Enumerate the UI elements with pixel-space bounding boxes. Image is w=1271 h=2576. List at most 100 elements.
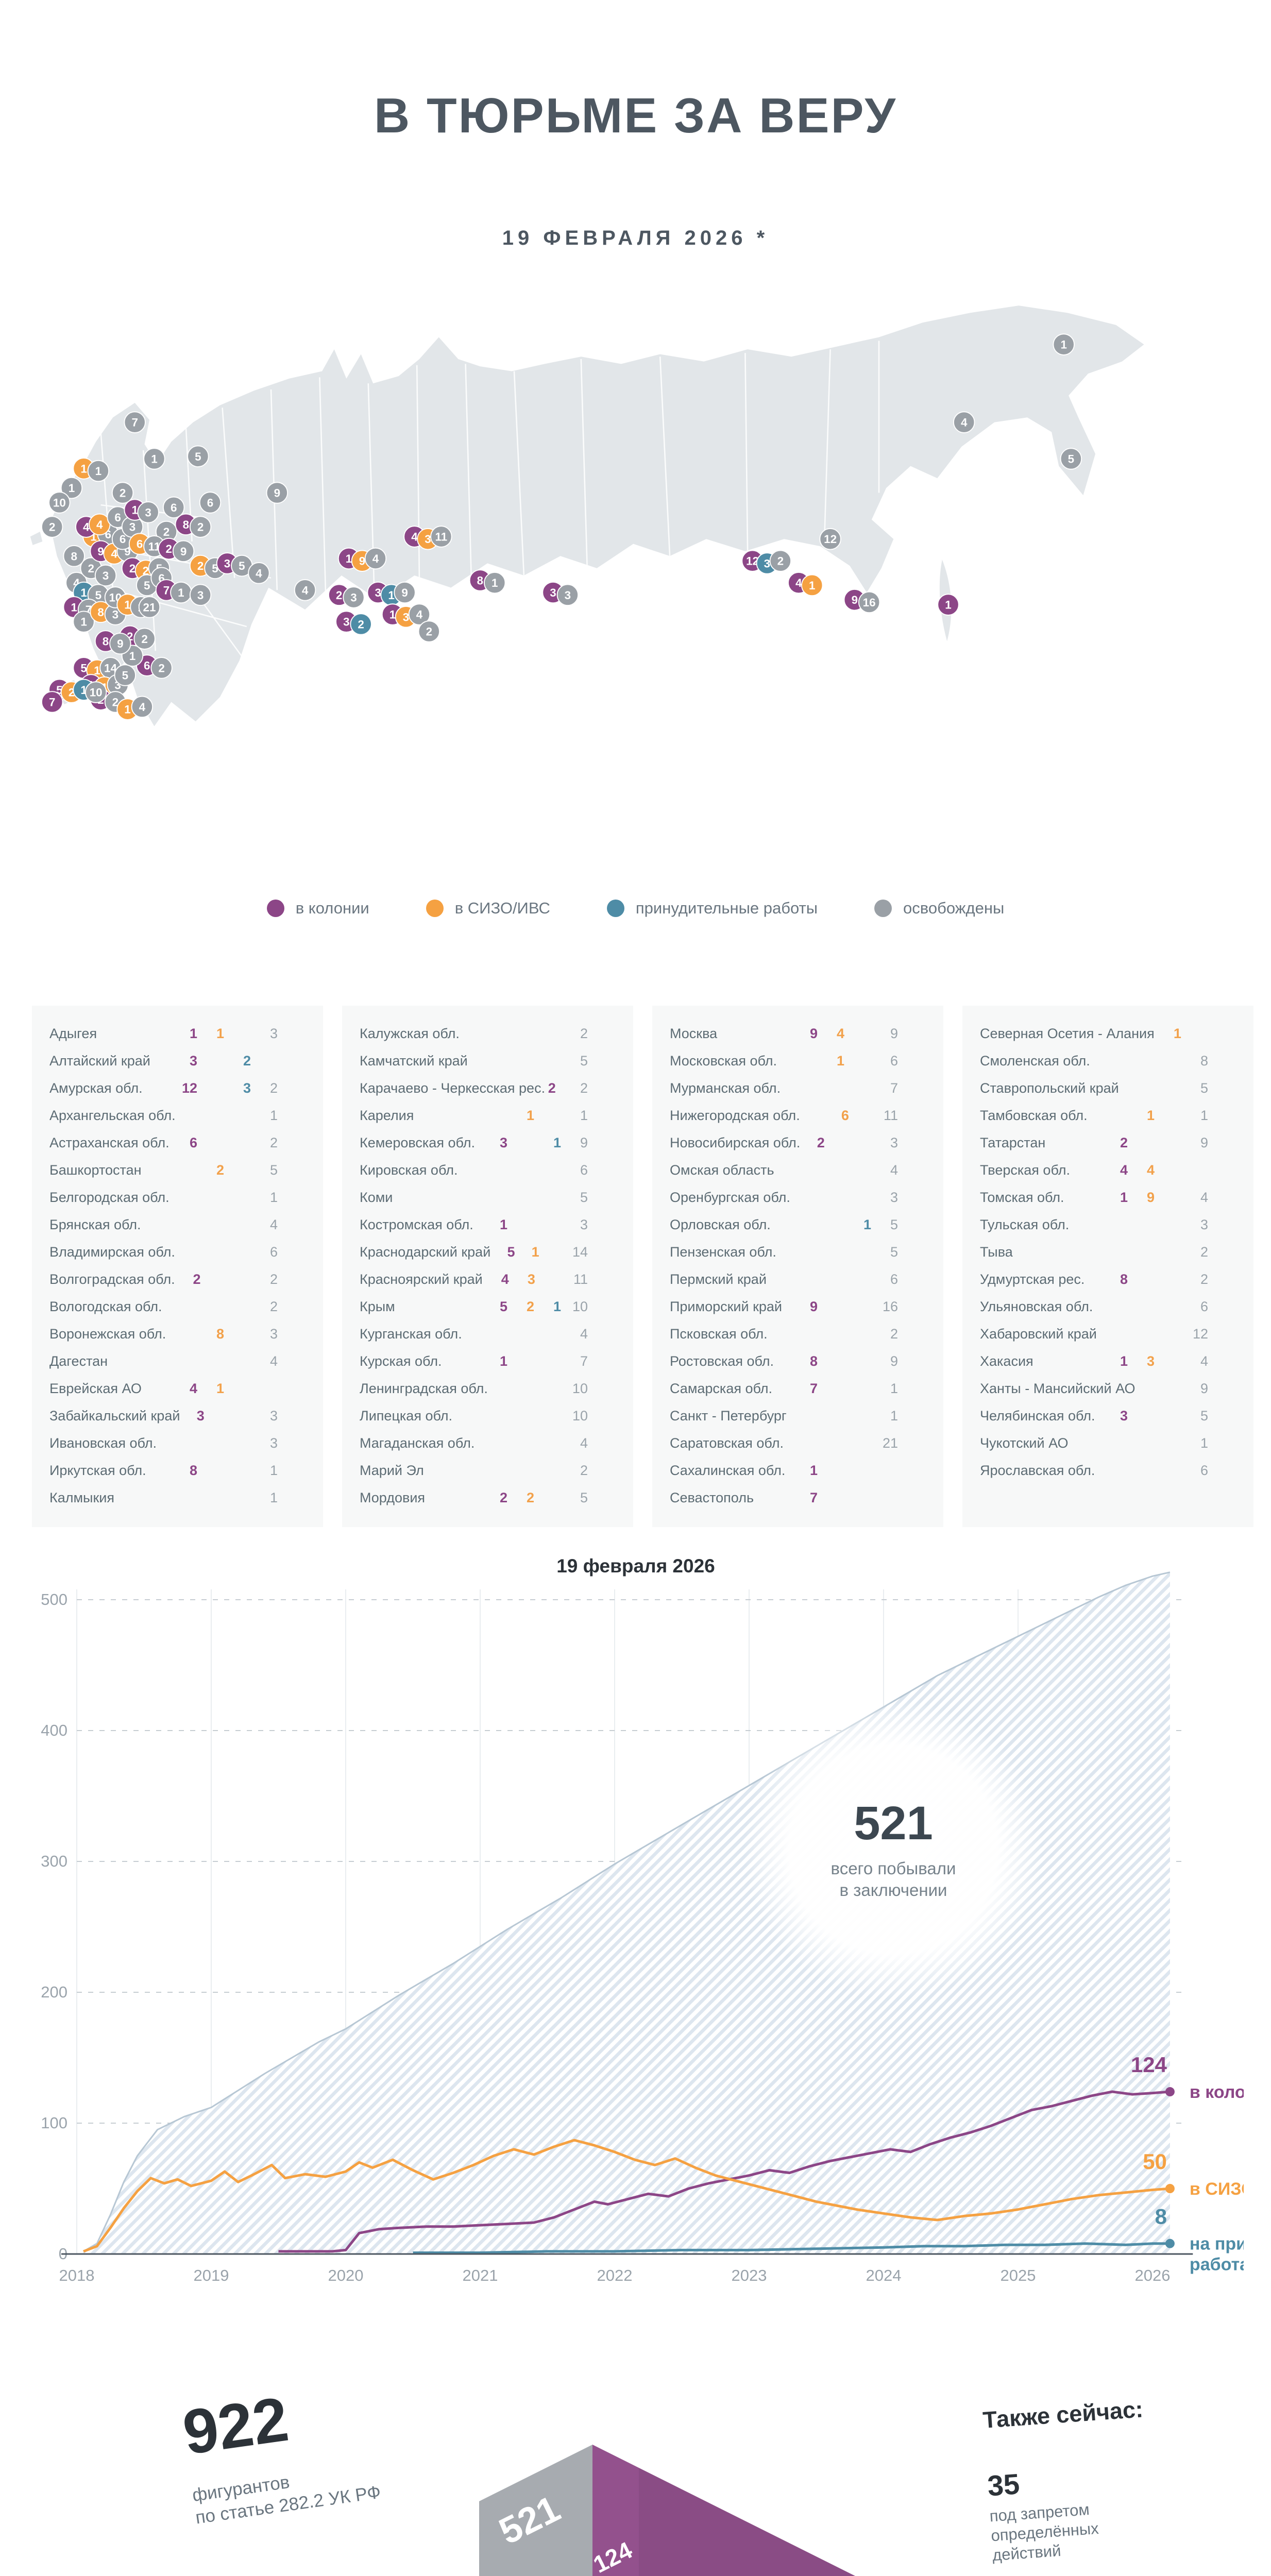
region-name: Ставропольский край bbox=[980, 1080, 1119, 1096]
region-name: Орловская обл. bbox=[670, 1217, 771, 1232]
table-row: Кировская обл. 6 bbox=[342, 1157, 633, 1184]
svg-text:6: 6 bbox=[137, 538, 143, 551]
region-count-g: 2 bbox=[1200, 1244, 1208, 1260]
region-name: Смоленская обл. bbox=[980, 1053, 1090, 1069]
region-name: Кемеровская обл. bbox=[360, 1135, 475, 1150]
svg-text:1: 1 bbox=[492, 577, 498, 589]
region-count-g: 12 bbox=[1192, 1326, 1208, 1342]
region-name: Тыва bbox=[980, 1244, 1013, 1260]
svg-text:2024: 2024 bbox=[866, 2266, 902, 2284]
svg-text:1: 1 bbox=[69, 482, 75, 495]
region-name: Удмуртская рес. bbox=[980, 1272, 1085, 1287]
svg-text:6: 6 bbox=[144, 659, 150, 672]
region-count-p: 2 bbox=[193, 1272, 201, 1287]
svg-text:1: 1 bbox=[94, 664, 100, 677]
table-row: Курская обл. 1 7 bbox=[342, 1348, 633, 1375]
svg-text:4: 4 bbox=[411, 531, 418, 544]
also-now-label: под запретом определённых действий bbox=[989, 2500, 1099, 2564]
table-row: Приморский край 9 16 bbox=[652, 1293, 943, 1320]
region-name: Оренбургская обл. bbox=[670, 1190, 790, 1205]
svg-text:8: 8 bbox=[97, 606, 104, 619]
svg-text:2: 2 bbox=[358, 618, 364, 631]
region-count-g: 7 bbox=[890, 1080, 898, 1096]
region-count-o: 4 bbox=[1146, 1162, 1155, 1178]
region-name: Дагестан bbox=[49, 1353, 108, 1369]
region-count-g: 5 bbox=[890, 1244, 898, 1260]
region-name: Мордовия bbox=[360, 1490, 426, 1505]
svg-text:2018: 2018 bbox=[59, 2266, 95, 2284]
region-count-p: 5 bbox=[499, 1299, 507, 1314]
table-row: Башкортостан 2 5 bbox=[32, 1157, 323, 1184]
svg-text:1: 1 bbox=[80, 462, 87, 475]
svg-text:4: 4 bbox=[961, 416, 968, 429]
table-row: Удмуртская рес. 8 2 bbox=[962, 1266, 1253, 1293]
svg-text:10: 10 bbox=[90, 686, 103, 699]
region-name: Челябинская обл. bbox=[980, 1408, 1095, 1423]
region-name: Еврейская АО bbox=[49, 1381, 142, 1396]
region-count-p: 3 bbox=[196, 1408, 205, 1423]
region-name: Иркутская обл. bbox=[49, 1463, 146, 1478]
annotation-glow bbox=[744, 1700, 1043, 1999]
region-count-p: 12 bbox=[181, 1080, 197, 1096]
region-count-g: 4 bbox=[580, 1435, 588, 1451]
table-row: Сахалинская обл. 1 bbox=[652, 1457, 943, 1484]
table-row: Белгородская обл. 1 bbox=[32, 1184, 323, 1211]
table-row: Иркутская обл. 8 1 bbox=[32, 1457, 323, 1484]
svg-text:50: 50 bbox=[1143, 2149, 1167, 2174]
svg-text:10: 10 bbox=[53, 496, 66, 509]
map-marker: 8 bbox=[63, 545, 85, 567]
region-name: Амурская обл. bbox=[49, 1080, 143, 1096]
region-count-g: 3 bbox=[269, 1026, 278, 1041]
svg-text:2: 2 bbox=[129, 562, 135, 575]
region-count-g: 5 bbox=[1200, 1408, 1208, 1423]
map-marker: 1 bbox=[937, 594, 959, 616]
table-column: Калужская обл. 2 Камчатский край 5 Карачаево… bbox=[342, 1006, 633, 1527]
table-row: Санкт - Петербург 1 bbox=[652, 1402, 943, 1430]
region-count-o: 2 bbox=[526, 1490, 534, 1505]
region-name: Томская обл. bbox=[980, 1190, 1064, 1205]
svg-text:2022: 2022 bbox=[597, 2266, 633, 2284]
region-count-g: 9 bbox=[890, 1353, 898, 1369]
table-row: Северная Осетия - Алания 1 bbox=[962, 1020, 1253, 1047]
table-column: Северная Осетия - Алания 1 Смоленская обл.… bbox=[962, 1006, 1253, 1527]
svg-text:1: 1 bbox=[80, 586, 87, 599]
map-marker: 5 bbox=[231, 554, 253, 577]
map-marker: 7 bbox=[41, 691, 63, 713]
svg-text:2: 2 bbox=[112, 696, 118, 708]
region-name: Саратовская обл. bbox=[670, 1435, 784, 1451]
svg-text:5: 5 bbox=[80, 662, 87, 674]
svg-text:1: 1 bbox=[71, 601, 77, 614]
svg-text:1: 1 bbox=[388, 589, 394, 602]
table-row: Кемеровская обл. 3 1 9 bbox=[342, 1129, 633, 1157]
region-count-g: 2 bbox=[1200, 1272, 1208, 1287]
region-count-g: 2 bbox=[269, 1272, 278, 1287]
svg-text:6: 6 bbox=[120, 533, 126, 546]
svg-text:3: 3 bbox=[764, 557, 770, 570]
region-count-p: 1 bbox=[499, 1217, 507, 1232]
table-row: Тамбовская обл. 1 1 bbox=[962, 1102, 1253, 1129]
table-column: Адыгея 1 1 3 Алтайский край 3 2 Амурская обл. 12… bbox=[32, 1006, 323, 1527]
map-markers: 7111102842315171831011169494466313215626… bbox=[41, 333, 1082, 720]
svg-text:1: 1 bbox=[151, 452, 157, 465]
region-count-o: 1 bbox=[836, 1053, 844, 1069]
table-row: Пермский край 6 bbox=[652, 1266, 943, 1293]
region-count-p: 4 bbox=[1120, 1162, 1128, 1178]
region-name: Волгоградская обл. bbox=[49, 1272, 175, 1287]
region-count-g: 1 bbox=[1200, 1108, 1208, 1123]
region-name: Вологодская обл. bbox=[49, 1299, 162, 1314]
region-count-g: 1 bbox=[269, 1463, 278, 1478]
table-row: Псковская обл. 2 bbox=[652, 1320, 943, 1348]
svg-text:3: 3 bbox=[565, 589, 571, 602]
map-marker: 6 bbox=[199, 492, 222, 514]
map-marker: 1 bbox=[1053, 333, 1075, 355]
legend-label: в колонии bbox=[295, 899, 369, 917]
table-row: Томская обл. 1 9 4 bbox=[962, 1184, 1253, 1211]
tower-front bbox=[479, 2445, 592, 2576]
svg-text:в колонии: в колонии bbox=[1190, 2082, 1244, 2102]
table-row: Чукотский АО 1 bbox=[962, 1430, 1253, 1457]
region-count-g: 1 bbox=[269, 1190, 278, 1205]
region-name: Самарская обл. bbox=[670, 1381, 772, 1396]
region-name: Алтайский край bbox=[49, 1053, 150, 1069]
region-count-o: 1 bbox=[1146, 1108, 1155, 1123]
